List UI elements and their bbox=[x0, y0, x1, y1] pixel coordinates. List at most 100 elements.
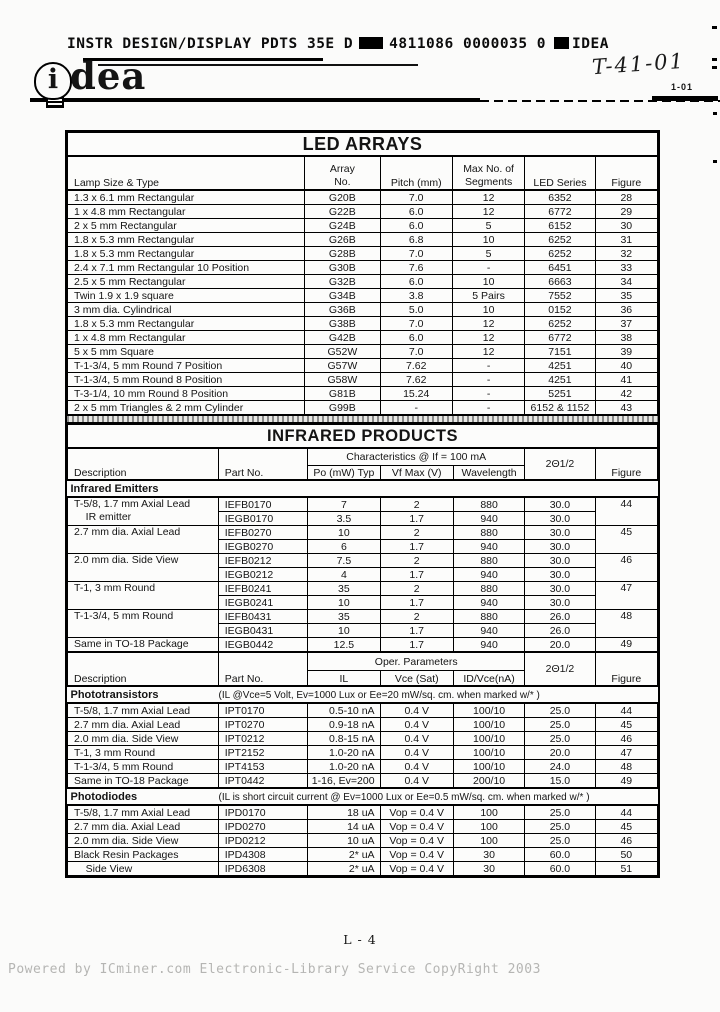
part-no-cell: IEGB0270 bbox=[217, 539, 309, 554]
part-no-cell: IEFB0170 bbox=[217, 496, 309, 512]
description-cell: Black Resin Packages bbox=[67, 847, 219, 862]
table-row: Twin 1.9 x 1.9 square G34B 3.8 5 Pairs 7552 3… bbox=[66, 288, 659, 303]
lamp-size-cell: Twin 1.9 x 1.9 square bbox=[66, 288, 306, 303]
array-no-cell: G36B bbox=[304, 302, 381, 317]
lightbulb-icon: i bbox=[34, 62, 72, 100]
angle-cell: 25.0 bbox=[524, 804, 596, 820]
voltage-cell: Vop = 0.4 V bbox=[379, 847, 454, 862]
array-no-cell: G34B bbox=[304, 288, 381, 303]
figure-cell: 46 bbox=[594, 731, 659, 746]
pitch-cell: 7.6 bbox=[379, 260, 453, 275]
table-row: IEGB0270 6 1.7 940 30.0 bbox=[68, 539, 658, 554]
array-no-cell: G58W bbox=[304, 372, 381, 387]
angle-cell: 30.0 bbox=[524, 595, 596, 610]
figure-cell: 40 bbox=[594, 358, 659, 373]
pitch-cell: 7.0 bbox=[379, 316, 453, 331]
wavelength-cell: 940 bbox=[452, 637, 526, 653]
vf-cell: 1.7 bbox=[379, 623, 454, 638]
logo-scribble-line bbox=[98, 64, 418, 66]
il-cell: 1-16, Ev=200 bbox=[307, 773, 381, 789]
po-cell: 3.5 bbox=[307, 511, 381, 526]
id-vce-cell: 100/10 bbox=[452, 702, 526, 718]
led-series-cell: 5251 bbox=[524, 386, 596, 401]
vf-cell: 2 bbox=[379, 496, 454, 512]
id-vce-cell: 100 bbox=[452, 833, 526, 848]
table-row: 2.7 mm dia. Axial Lead IPD0270 14 uA Vop = … bbox=[67, 819, 659, 834]
part-no-cell: IPT2152 bbox=[217, 745, 309, 760]
figure-cell: 34 bbox=[594, 274, 659, 289]
figure-cell: 31 bbox=[594, 232, 659, 247]
col-header-id-vce: ID/Vce(nA) bbox=[452, 670, 526, 688]
table-row: Same in TO-18 Package IPT0442 1-16, Ev=200… bbox=[67, 773, 659, 789]
figure-cell: 45 bbox=[594, 819, 659, 834]
description-cell: 2.7 mm dia. Axial Lead bbox=[67, 525, 219, 554]
led-series-cell: 6772 bbox=[524, 204, 596, 219]
page-ref: 1-01 bbox=[671, 82, 694, 92]
il-cell: 0.8-15 nA bbox=[307, 731, 381, 746]
figure-cell: 46 bbox=[594, 833, 659, 848]
led-series-cell: 6152 & 1152 bbox=[524, 400, 596, 415]
il-cell: 2* uA bbox=[307, 847, 381, 862]
part-no-cell: IPT0442 bbox=[217, 773, 309, 789]
lightbulb-base-icon bbox=[46, 97, 64, 108]
figure-cell: 48 bbox=[594, 609, 659, 638]
vf-cell: 2 bbox=[379, 525, 454, 540]
table-row: Side View IPD6308 2* uA Vop = 0.4 V 30 60.0 51 bbox=[67, 861, 659, 876]
lamp-size-cell: 1.3 x 6.1 mm Rectangular bbox=[66, 189, 306, 205]
figure-cell: 38 bbox=[594, 330, 659, 345]
pitch-cell: 7.0 bbox=[379, 189, 453, 205]
voltage-cell: Vop = 0.4 V bbox=[379, 861, 454, 876]
table-row: 2 x 5 mm Triangles & 2 mm Cylinder G99B - -… bbox=[66, 400, 659, 415]
segments-cell: - bbox=[451, 386, 526, 401]
led-arrays-title: LED ARRAYS bbox=[67, 132, 658, 157]
figure-cell: 37 bbox=[594, 316, 659, 331]
angle-cell: 60.0 bbox=[524, 861, 596, 876]
figure-cell: 41 bbox=[594, 372, 659, 387]
segments-cell: 5 bbox=[451, 218, 526, 233]
led-series-cell: 6252 bbox=[524, 232, 596, 247]
pitch-cell: 6.0 bbox=[379, 274, 453, 289]
figure-cell: 46 bbox=[594, 553, 659, 582]
pitch-cell: 7.62 bbox=[379, 372, 453, 387]
led-series-cell: 7151 bbox=[524, 344, 596, 359]
array-no-cell: G99B bbox=[304, 400, 381, 415]
figure-cell: 45 bbox=[594, 717, 659, 732]
part-no-cell: IPT0270 bbox=[217, 717, 309, 732]
figure-cell: 50 bbox=[594, 847, 659, 862]
infrared-title: INFRARED PRODUCTS bbox=[67, 423, 658, 449]
lamp-size-cell: 5 x 5 mm Square bbox=[66, 344, 306, 359]
col-header-array-no: Array No. bbox=[304, 155, 381, 191]
po-cell: 10 bbox=[307, 525, 381, 540]
description-cell: T-5/8, 1.7 mm Axial Lead bbox=[67, 702, 219, 718]
table-row: 5 x 5 mm Square G52W 7.0 12 7151 39 bbox=[66, 344, 659, 359]
il-cell: 18 uA bbox=[307, 804, 381, 820]
po-cell: 7 bbox=[307, 496, 381, 512]
page-number: L - 4 bbox=[343, 932, 377, 947]
pitch-cell: 7.0 bbox=[379, 246, 453, 261]
table-row: 2.0 mm dia. Side View IEFB0212 7.5 2 880 30.0… bbox=[67, 553, 659, 582]
il-cell: 10 uA bbox=[307, 833, 381, 848]
watermark-text: Powered by ICminer.com Electronic-Librar… bbox=[8, 962, 541, 977]
wavelength-cell: 940 bbox=[452, 511, 526, 526]
table-row: Same in TO-18 Package IEGB0442 12.5 1.7 940 2… bbox=[67, 637, 659, 653]
led-series-cell: 6152 bbox=[524, 218, 596, 233]
scan-hatch-band bbox=[67, 415, 658, 423]
figure-cell: 32 bbox=[594, 246, 659, 261]
array-no-cell: G28B bbox=[304, 246, 381, 261]
pitch-cell: - bbox=[379, 400, 453, 415]
led-series-cell: 6252 bbox=[524, 316, 596, 331]
table-row: Black Resin Packages IPD4308 2* uA Vop = 0.… bbox=[67, 847, 659, 862]
part-no-cell: IEFB0431 bbox=[217, 609, 309, 624]
part-no-cell: IEGB0212 bbox=[217, 567, 309, 582]
vf-cell: 1.7 bbox=[379, 595, 454, 610]
segments-cell: 12 bbox=[451, 316, 526, 331]
table-row: 2.0 mm dia. Side View IPD0212 10 uA Vop = 0… bbox=[67, 833, 659, 848]
lamp-size-cell: 1.8 x 5.3 mm Rectangular bbox=[66, 246, 306, 261]
array-no-cell: G42B bbox=[304, 330, 381, 345]
vf-cell: 1.7 bbox=[379, 511, 454, 526]
infrared-products-table: INFRARED PRODUCTS Description Part No. C… bbox=[67, 423, 659, 876]
col-header-wavelength: Wavelength bbox=[452, 465, 526, 481]
barcode-mark-icon bbox=[359, 37, 384, 49]
figure-cell: 49 bbox=[594, 773, 659, 789]
section-label: Photodiodes bbox=[70, 790, 138, 803]
